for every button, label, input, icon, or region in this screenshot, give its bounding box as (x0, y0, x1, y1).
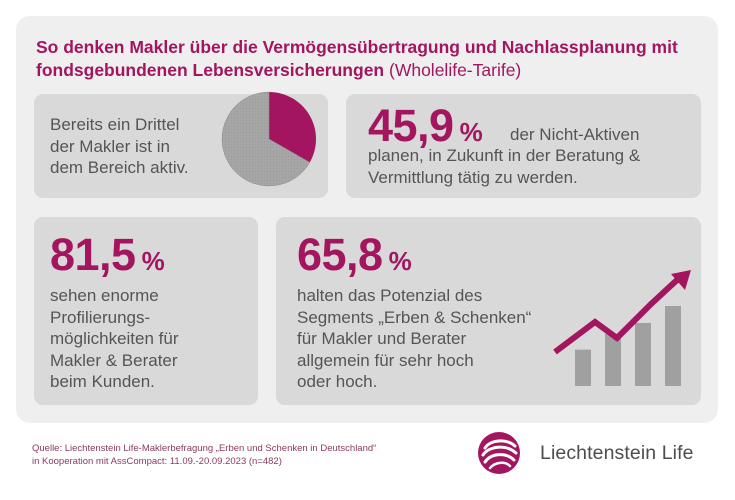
stat4-value: 65,8 (297, 229, 383, 280)
bar-2 (605, 333, 621, 386)
stat2-line: planen, in Zukunft in der Beratung & (368, 146, 641, 165)
stat4-line: für Makler und Berater (297, 329, 467, 348)
stat1-line: der Makler ist in (50, 136, 170, 156)
source-note: Quelle: Liechtenstein Life-Maklerbefragu… (32, 443, 432, 468)
stat4-value-row: 65,8% (297, 229, 412, 284)
stat2-text-rest: planen, in Zukunft in der Beratung & Ver… (368, 145, 640, 188)
trend-line (553, 277, 680, 355)
bar-4 (665, 306, 681, 386)
bar-3 (635, 322, 651, 386)
headline-main: So denken Makler über die Vermögensübert… (36, 37, 678, 80)
stat2-text-first: der Nicht-Aktiven (510, 124, 639, 146)
stat3-line: möglichkeiten für (50, 329, 179, 348)
stat3-unit: % (141, 246, 165, 276)
stat-tile-planning (346, 94, 701, 198)
stat2-value: 45,9 (368, 100, 454, 151)
stat4-text: halten das Potenzial des Segments „Erben… (297, 285, 531, 393)
stat4-line: allgemein für sehr hoch (297, 350, 474, 370)
stat2-line: der Nicht-Aktiven (510, 125, 640, 144)
bar-1 (575, 349, 591, 386)
stat1-line: dem Bereich aktiv. (50, 158, 189, 177)
stat4-unit: % (388, 246, 412, 276)
stat1-text: Bereits ein Drittel der Makler ist in de… (50, 114, 189, 179)
stat1-line: Bereits ein Drittel (50, 115, 180, 134)
pie-chart (221, 91, 316, 187)
stat-tile-profiling (34, 217, 258, 405)
stat4-line: oder hoch. (297, 372, 378, 391)
stat3-line: sehen enorme (50, 286, 159, 305)
headline: So denken Makler über die Vermögensübert… (36, 36, 696, 82)
stat2-value-row: 45,9% (368, 100, 483, 155)
headline-sub: (Wholelife-Tarife) (389, 60, 522, 80)
pie-slice-2 (221, 91, 311, 187)
trend-arrow-head (671, 270, 691, 290)
stat2-unit: % (459, 117, 483, 147)
stat3-line: beim Kunden. (50, 372, 155, 391)
stat3-line: Makler & Berater (50, 350, 178, 370)
stat3-line: Profilierungs- (50, 307, 151, 327)
growth-bar-chart (553, 270, 691, 386)
stat4-line: halten das Potenzial des (297, 286, 483, 305)
source-line: Quelle: Liechtenstein Life-Maklerbefragu… (32, 443, 377, 454)
brand-logo-icon (478, 432, 520, 474)
stat4-line: Segments „Erben & Schenken“ (297, 307, 532, 327)
stat3-value-row: 81,5% (50, 229, 165, 284)
source-line: in Kooperation mit AssCompact: 11.09.-20… (32, 455, 282, 467)
stat2-line: Vermittlung tätig zu werden. (368, 167, 578, 187)
brand-name: Liechtenstein Life (540, 442, 694, 464)
stat3-value: 81,5 (50, 229, 136, 280)
stat-tile-potential (276, 217, 701, 405)
pie-slice-1 (269, 92, 316, 163)
stat3-text: sehen enorme Profilierungs- möglichkeite… (50, 285, 179, 393)
